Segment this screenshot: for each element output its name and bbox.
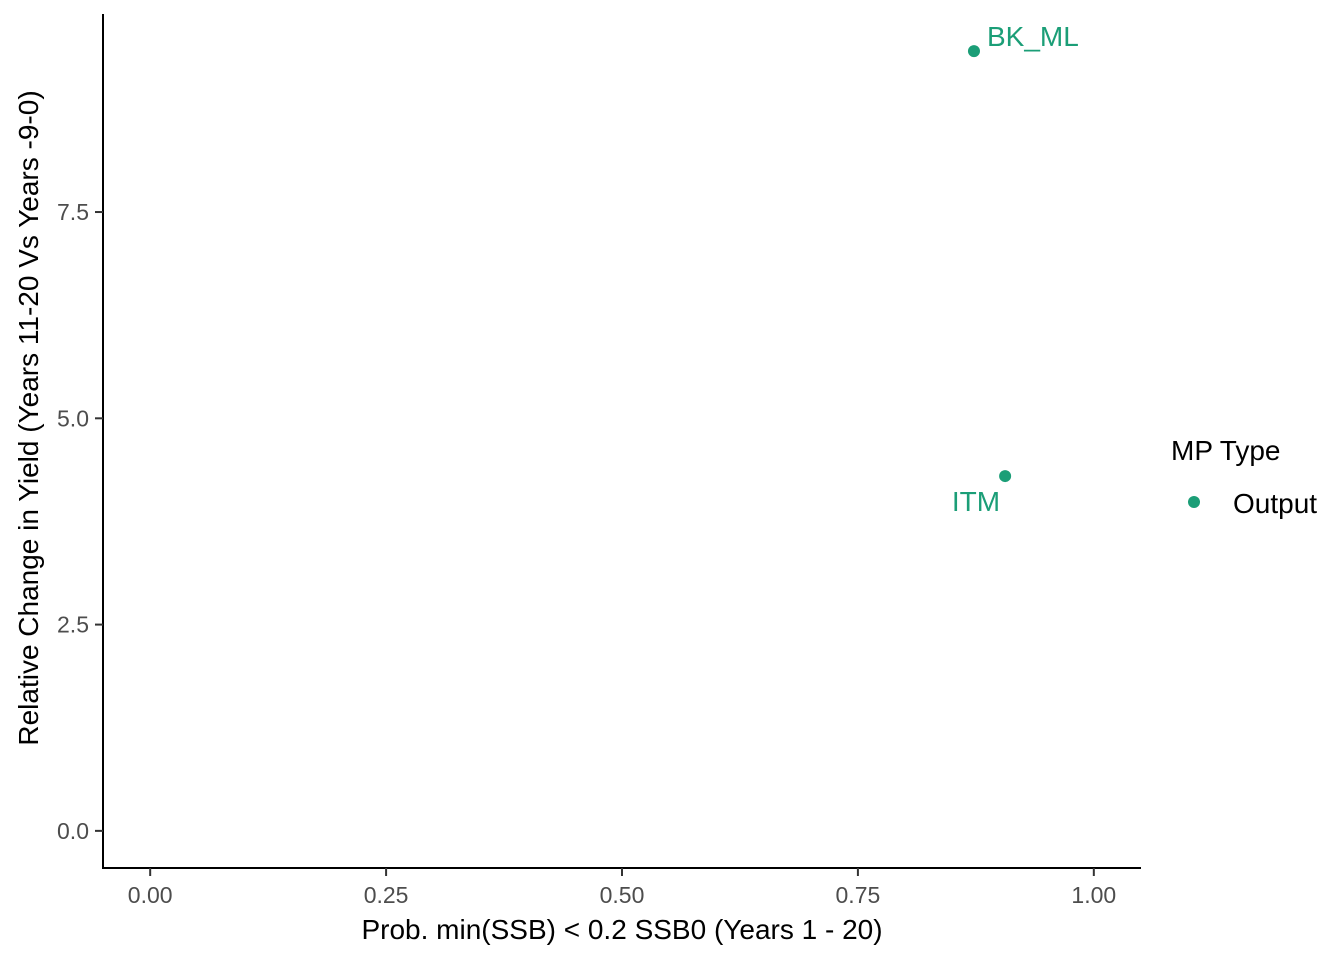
x-tick-label: 1.00 <box>1071 882 1116 908</box>
x-tick-label: 0.50 <box>600 882 645 908</box>
axes <box>102 14 1141 869</box>
y-ticks: 0.0 2.5 5.0 7.5 <box>57 199 103 844</box>
y-tick-label: 0.0 <box>57 818 89 844</box>
legend-label-output: Output <box>1233 488 1317 519</box>
y-tick-label: 2.5 <box>57 612 89 638</box>
x-tick-label: 0.00 <box>128 882 173 908</box>
data-point-itm <box>999 470 1012 483</box>
legend-title: MP Type <box>1171 435 1280 466</box>
point-labels: BK_ML ITM <box>952 21 1079 517</box>
data-points <box>967 45 1012 483</box>
x-axis-title: Prob. min(SSB) < 0.2 SSB0 (Years 1 - 20) <box>361 914 882 945</box>
y-tick-label: 7.5 <box>57 199 89 225</box>
legend-key-output <box>1188 496 1200 508</box>
x-tick-label: 0.75 <box>836 882 881 908</box>
x-tick-label: 0.25 <box>364 882 409 908</box>
legend: MP Type Output <box>1171 435 1317 519</box>
x-ticks: 0.00 0.25 0.50 0.75 1.00 <box>128 868 1116 908</box>
point-label-bk-ml: BK_ML <box>987 21 1079 52</box>
point-label-itm: ITM <box>952 486 1000 517</box>
y-tick-label: 5.0 <box>57 405 89 431</box>
y-axis-title: Relative Change in Yield (Years 11-20 Vs… <box>13 90 44 745</box>
data-point-bk-ml <box>967 45 980 58</box>
